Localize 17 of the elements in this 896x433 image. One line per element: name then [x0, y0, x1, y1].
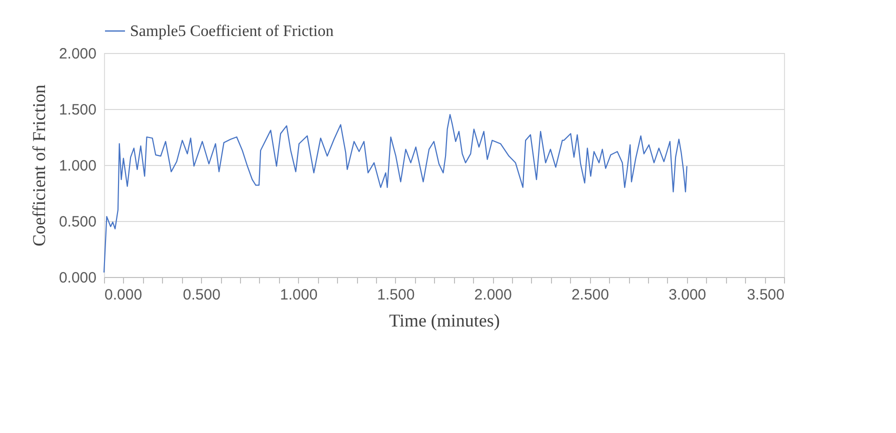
- x-axis-title: Time (minutes): [389, 310, 500, 330]
- x-tick-label: 2.000: [474, 286, 512, 304]
- line-series: [103, 114, 688, 274]
- x-tick-label: 0.000: [104, 286, 142, 304]
- y-axis-title: Coefficient of Friction: [28, 84, 49, 246]
- x-tick-label: 2.500: [571, 286, 609, 304]
- x-tick-label: 3.000: [668, 286, 706, 304]
- x-tick-label: 1.500: [377, 286, 415, 304]
- y-tick-label: 1.000: [58, 158, 96, 174]
- y-tick-label: 0.500: [58, 214, 96, 230]
- x-tick-label: 0.500: [182, 286, 220, 304]
- x-tick-label: 3.500: [746, 286, 784, 304]
- y-tick-label: 1.500: [58, 102, 96, 118]
- legend-label: Sample5 Coefficient of Friction: [130, 23, 334, 40]
- x-tick-label: 1.000: [280, 286, 318, 304]
- y-tick-label: 0.000: [58, 270, 96, 286]
- y-tick-label: 2.000: [58, 46, 96, 62]
